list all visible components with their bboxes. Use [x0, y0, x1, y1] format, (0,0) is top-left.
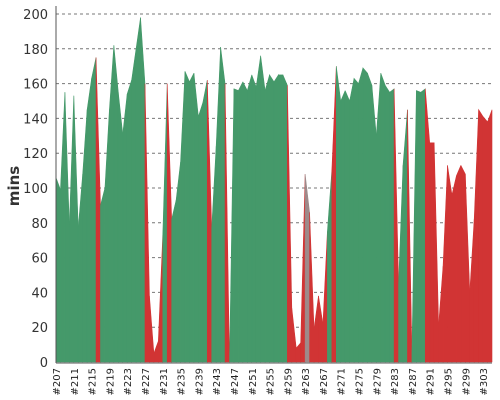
- area-segment: [224, 83, 230, 363]
- area-segment: [233, 88, 239, 363]
- area-segment: [447, 165, 453, 363]
- area-segment: [91, 57, 97, 363]
- area-segment: [349, 78, 355, 363]
- area-segment: [487, 109, 493, 363]
- x-tick-label: #215: [88, 368, 99, 395]
- y-tick-label: 120: [23, 147, 48, 162]
- x-tick-label: #251: [248, 368, 259, 395]
- area-segment: [358, 67, 364, 363]
- y-tick-label: 180: [23, 43, 48, 58]
- area-segment: [100, 187, 106, 363]
- y-tick-label: 160: [23, 78, 48, 93]
- x-tick-label: #263: [301, 368, 312, 395]
- x-tick-label: #239: [194, 368, 205, 395]
- area-segment: [193, 73, 199, 363]
- area-segment: [251, 74, 257, 363]
- area-segment: [362, 67, 368, 363]
- area-segment: [367, 73, 373, 363]
- area-segment: [335, 66, 342, 363]
- area-segment: [238, 81, 244, 363]
- area-segment: [344, 90, 350, 363]
- area-segment: [340, 90, 346, 363]
- area-segment: [189, 73, 195, 363]
- x-tick-label: #283: [390, 368, 401, 395]
- area-segment: [184, 71, 190, 363]
- area-segment: [482, 115, 488, 363]
- area-segment: [247, 74, 253, 363]
- area-segment: [353, 77, 359, 363]
- axes: [55, 6, 492, 364]
- x-tick-label: #259: [283, 368, 294, 395]
- area-segment: [478, 108, 484, 363]
- x-tick-label: #223: [123, 368, 134, 395]
- x-tick-label: #255: [266, 368, 277, 395]
- area-segment: [282, 74, 288, 363]
- area-segment: [55, 177, 61, 363]
- y-tick-label: 40: [31, 286, 48, 301]
- area-segment: [416, 90, 422, 363]
- y-tick-label: 80: [31, 217, 48, 232]
- area-segment: [380, 73, 386, 363]
- area-segment: [264, 74, 270, 363]
- area-segment: [429, 142, 435, 363]
- x-tick-labels: #207 #211 #215 #219 #223 #227 #231 #235 #239 #243…: [52, 368, 490, 395]
- area-segment: [86, 78, 92, 363]
- y-tick-label: 200: [23, 8, 48, 23]
- x-tick-label: #287: [408, 368, 419, 395]
- area-segment: [175, 161, 181, 363]
- area-segment: [122, 94, 128, 363]
- area-segment: [135, 17, 141, 363]
- x-tick-label: #231: [159, 368, 170, 395]
- area-segment: [242, 81, 248, 363]
- area-segment: [389, 88, 395, 363]
- area-segment: [278, 74, 284, 363]
- x-tick-label: #267: [319, 368, 330, 395]
- y-tick-label: 60: [31, 252, 48, 267]
- x-tick-label: #291: [426, 368, 437, 395]
- area-segment: [117, 92, 124, 363]
- area-segment: [113, 45, 119, 363]
- y-tick-label: 20: [31, 321, 48, 336]
- x-tick-label: #235: [177, 368, 188, 395]
- area-segment: [273, 73, 279, 363]
- x-tick-label: #227: [141, 368, 152, 395]
- x-tick-label: #219: [105, 368, 116, 395]
- area-segment: [269, 73, 275, 363]
- area-segment: [420, 88, 426, 363]
- x-tick-label: #295: [444, 368, 455, 395]
- area-segment: [260, 55, 266, 363]
- area-segment: [456, 165, 462, 363]
- data-area-segments: [55, 17, 493, 363]
- x-tick-label: #207: [52, 368, 63, 395]
- y-tick-label: 0: [40, 356, 48, 371]
- x-tick-label: #247: [230, 368, 241, 395]
- y-tick-label: 100: [23, 182, 48, 197]
- y-axis-label: mins: [5, 166, 23, 206]
- x-tick-label: #279: [372, 368, 383, 395]
- area-segment: [451, 175, 457, 363]
- x-tick-label: #243: [212, 368, 223, 395]
- x-tick-label: #303: [479, 368, 490, 395]
- x-tick-label: #275: [355, 368, 366, 395]
- area-segment: [255, 55, 261, 363]
- area-segment: [126, 80, 132, 363]
- y-tick-label: 140: [23, 112, 48, 127]
- area-segment: [198, 102, 204, 363]
- y-tick-labels: 0 20 40 60 80 100 120 140 160 180 200: [23, 8, 48, 371]
- x-tick-label: #211: [70, 368, 81, 395]
- area-segment: [171, 200, 177, 363]
- area-segment: [202, 80, 208, 363]
- area-segment: [460, 165, 466, 363]
- x-tick-label: #299: [461, 368, 472, 395]
- area-segment: [371, 85, 377, 363]
- area-segment: [131, 48, 137, 363]
- area-segment: [220, 47, 226, 363]
- x-tick-label: #271: [337, 368, 348, 395]
- area-segment: [384, 84, 390, 363]
